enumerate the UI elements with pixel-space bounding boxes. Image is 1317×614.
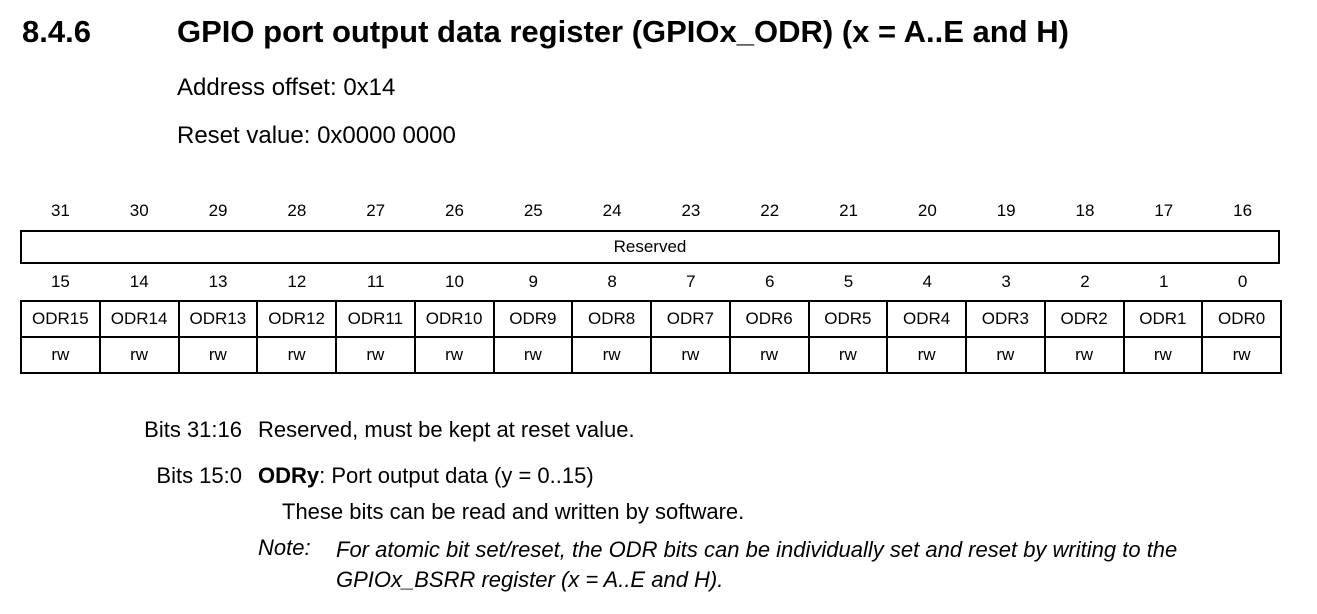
bit-number-high-23: 23 <box>681 201 701 220</box>
bit-number-high-29: 29 <box>208 201 228 220</box>
bit-number-high-17: 17 <box>1154 201 1174 220</box>
field-odr3: ODR3 <box>965 300 1046 338</box>
bit-number-low-13: 13 <box>208 272 228 291</box>
bit-number-low-15: 15 <box>50 272 70 291</box>
bit-number-low-7: 7 <box>686 272 696 291</box>
bit-number-low-10: 10 <box>445 272 464 291</box>
bits-15-0-description: ODRy: Port output data (y = 0..15) <box>258 463 594 489</box>
field-odr14: ODR14 <box>98 300 180 338</box>
field-odr11: ODR11 <box>335 300 416 338</box>
reserved-field: Reserved <box>20 230 1280 264</box>
access-type: rw <box>1122 336 1204 374</box>
bit-number-low-4: 4 <box>922 272 933 291</box>
field-odr5: ODR5 <box>807 300 889 338</box>
access-type: rw <box>965 336 1046 374</box>
field-summary: : Port output data (y = 0..15) <box>319 463 594 488</box>
access-type: rw <box>413 336 495 374</box>
bit-number-low-11: 11 <box>366 272 385 291</box>
field-odr9: ODR9 <box>492 300 574 338</box>
bits-31-16-description: Reserved, must be kept at reset value. <box>258 417 635 442</box>
field-odr13: ODR13 <box>177 300 259 338</box>
bit-number-high-25: 25 <box>523 201 543 220</box>
note-label: Note: <box>258 535 311 560</box>
bit-number-high-31: 31 <box>50 201 70 220</box>
bit-numbers-high: 31 30 29 28 27 26 25 24 23 22 21 20 19 18 17 16 <box>21 201 1282 221</box>
field-odr12: ODR12 <box>256 300 337 338</box>
access-type: rw <box>1201 336 1282 374</box>
access-type: rw <box>728 336 810 374</box>
field-odr2: ODR2 <box>1043 300 1125 338</box>
bit-number-high-19: 19 <box>996 201 1016 220</box>
access-type: rw <box>650 336 731 374</box>
bit-number-low-12: 12 <box>287 272 307 291</box>
bit-number-low-1: 1 <box>1159 272 1169 291</box>
bit-number-low-2: 2 <box>1080 272 1090 291</box>
note-text: For atomic bit set/reset, the ODR bits c… <box>336 537 1178 592</box>
access-type: rw <box>98 336 180 374</box>
field-odr1: ODR1 <box>1122 300 1204 338</box>
bit-number-high-24: 24 <box>602 201 622 220</box>
bits-15-0-detail: These bits can be read and written by so… <box>282 499 745 524</box>
bit-number-high-16: 16 <box>1233 201 1253 220</box>
access-type: rw <box>177 336 259 374</box>
field-odr7: ODR7 <box>650 300 731 338</box>
register-table: ODR15 ODR14 ODR13 ODR12 ODR11 ODR10 ODR9 ODR8 OD… <box>20 300 1282 374</box>
field-odr0: ODR0 <box>1201 300 1282 338</box>
field-odr10: ODR10 <box>413 300 495 338</box>
bit-number-low-3: 3 <box>1001 272 1011 291</box>
bit-number-low-14: 14 <box>129 272 149 291</box>
bit-number-high-26: 26 <box>445 201 464 220</box>
bit-number-low-6: 6 <box>764 272 775 291</box>
access-type: rw <box>807 336 889 374</box>
bit-number-low-9: 9 <box>528 272 539 291</box>
bit-number-high-27: 27 <box>366 201 386 220</box>
bits-15-0-label: Bits 15:0 <box>156 463 242 488</box>
access-type: rw <box>492 336 574 374</box>
bit-number-high-18: 18 <box>1075 201 1095 220</box>
bits-31-16-label: Bits 31:16 <box>144 417 242 442</box>
access-type: rw <box>886 336 967 374</box>
bit-number-low-8: 8 <box>607 272 617 291</box>
access-type: rw <box>256 336 337 374</box>
field-name-odry: ODRy <box>258 463 320 488</box>
bit-number-high-30: 30 <box>129 201 149 220</box>
address-offset: Address offset: 0x14 <box>177 74 396 101</box>
access-type: rw <box>20 336 101 374</box>
section-number: 8.4.6 <box>22 14 91 49</box>
access-type: rw <box>1043 336 1125 374</box>
access-row: rw rw rw rw rw rw rw rw rw rw rw rw rw rw rw rw <box>20 336 1282 374</box>
bit-number-high-21: 21 <box>839 201 858 220</box>
field-odr6: ODR6 <box>728 300 810 338</box>
section-title: GPIO port output data register (GPIOx_OD… <box>177 14 1069 49</box>
access-type: rw <box>571 336 652 374</box>
field-odr15: ODR15 <box>20 300 101 338</box>
bit-number-low-5: 5 <box>843 272 854 291</box>
reset-value: Reset value: 0x0000 0000 <box>177 122 456 149</box>
access-type: rw <box>335 336 416 374</box>
bit-number-low-0: 0 <box>1237 272 1248 291</box>
field-name-row: ODR15 ODR14 ODR13 ODR12 ODR11 ODR10 ODR9 ODR8 OD… <box>20 300 1282 338</box>
field-odr4: ODR4 <box>886 300 967 338</box>
bit-numbers-low: 15 14 13 12 11 10 9 8 7 6 5 4 3 2 1 0 <box>21 272 1282 292</box>
bit-number-high-28: 28 <box>287 201 307 220</box>
bit-number-high-20: 20 <box>917 201 937 220</box>
bit-number-high-22: 22 <box>760 201 780 220</box>
field-odr8: ODR8 <box>571 300 652 338</box>
